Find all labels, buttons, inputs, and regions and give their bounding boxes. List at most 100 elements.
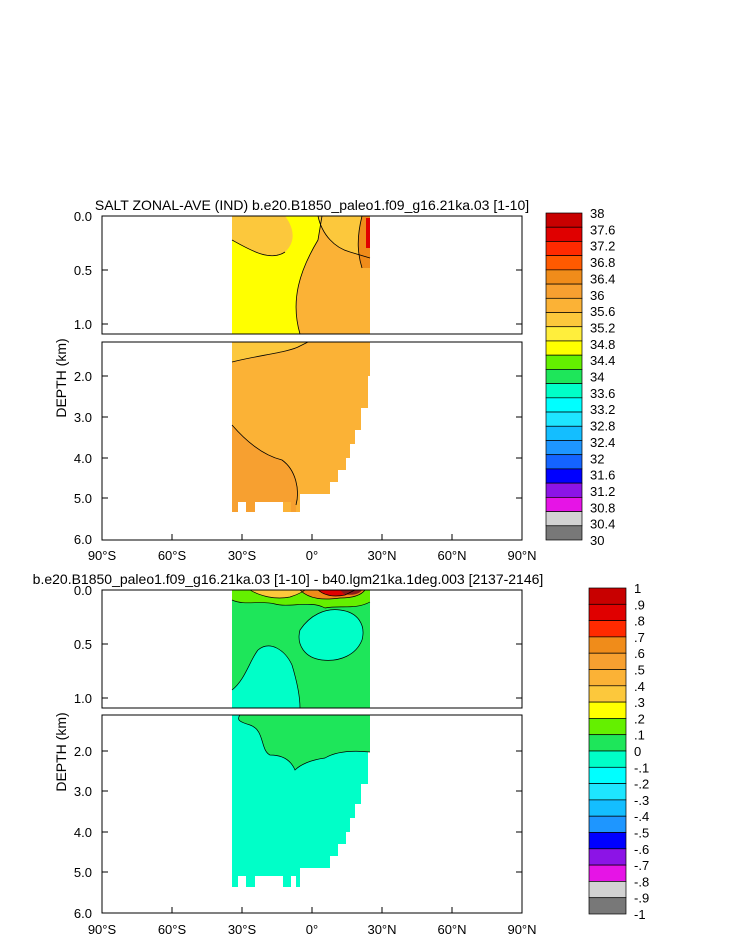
colorbar-label: 32 — [590, 451, 604, 466]
x-tick-label: 30°N — [367, 548, 396, 563]
colorbar-label: 34 — [590, 370, 604, 385]
colorbar-label: .8 — [634, 614, 645, 629]
colorbar-label: 38 — [590, 206, 604, 221]
colorbar-label: 31.2 — [590, 484, 615, 499]
colorbar-label: 30.4 — [590, 517, 615, 532]
colorbar-box — [545, 326, 583, 342]
x-tick-label: 30°N — [367, 922, 396, 937]
panel1-y-label: DEPTH (km) — [53, 338, 69, 417]
colorbar-label: 35.2 — [590, 320, 615, 335]
colorbar-box — [545, 468, 583, 484]
colorbar-box — [588, 864, 627, 882]
panel2-upper-field — [231, 589, 371, 709]
y-tick-label: 6.0 — [74, 532, 92, 547]
panel1-y-ticks: 0.0 0.5 1.0 2.0 3.0 4.0 5.0 6.0 — [74, 209, 92, 547]
colorbar-label: .4 — [634, 679, 645, 694]
panel1-colorbar: 3837.637.236.836.43635.635.234.834.43433… — [545, 206, 615, 548]
y-tick-label: 0.0 — [74, 209, 92, 224]
colorbar-label: 32.8 — [590, 419, 615, 434]
x-tick-label: 60°N — [437, 548, 466, 563]
colorbar-label: -1 — [634, 907, 646, 922]
y-tick-label: 4.0 — [74, 451, 92, 466]
colorbar-box — [588, 766, 627, 784]
colorbar-box — [588, 832, 627, 850]
colorbar-box — [545, 482, 583, 498]
colorbar-box — [545, 425, 583, 441]
colorbar-label: -.1 — [634, 760, 649, 775]
colorbar-box — [545, 226, 583, 242]
colorbar-label: 0 — [634, 744, 641, 759]
colorbar-label: -.9 — [634, 891, 649, 906]
colorbar-label: -.7 — [634, 858, 649, 873]
colorbar-box — [545, 383, 583, 399]
x-tick-label: 60°S — [158, 548, 187, 563]
x-tick-label: 90°N — [507, 922, 536, 937]
colorbar-box — [588, 848, 627, 866]
colorbar-box — [545, 312, 583, 328]
colorbar-box — [588, 815, 627, 833]
panel2-colorbar: 1.9.8.7.6.5.4.3.2.10-.1-.2-.3-.4-.5-.6-.… — [588, 581, 649, 922]
y-tick-label: 2.0 — [74, 744, 92, 759]
y-tick-label: 0.5 — [74, 637, 92, 652]
colorbar-box — [588, 783, 627, 801]
colorbar-box — [545, 297, 583, 313]
colorbar-label: -.5 — [634, 826, 649, 841]
colorbar-box — [545, 269, 583, 285]
x-tick-label: 30°S — [228, 548, 257, 563]
y-tick-label: 1.0 — [74, 317, 92, 332]
colorbar-label: .3 — [634, 695, 645, 710]
colorbar-box — [545, 255, 583, 271]
y-tick-label: 1.0 — [74, 691, 92, 706]
x-tick-label: 90°S — [88, 922, 117, 937]
panel1-upper-field — [231, 215, 371, 335]
difference-panel: b.e20.B1850_paleo1.f09_g16.21ka.03 [1-10… — [33, 571, 649, 937]
colorbar-box — [588, 685, 627, 703]
panel1-y-tickmarks — [102, 269, 522, 499]
colorbar-label: 30 — [590, 533, 604, 548]
colorbar-label: .7 — [634, 630, 645, 645]
colorbar-box — [588, 750, 627, 768]
panel1-lower-field — [231, 341, 370, 512]
colorbar-box — [545, 440, 583, 456]
colorbar-label: .1 — [634, 728, 645, 743]
colorbar-label: -.2 — [634, 777, 649, 792]
x-tick-label: 30°S — [228, 922, 257, 937]
colorbar-label: -.3 — [634, 793, 649, 808]
y-tick-label: 0.0 — [74, 583, 92, 598]
colorbar-box — [545, 397, 583, 413]
panel1-surface-max — [366, 218, 370, 248]
colorbar-box — [588, 652, 627, 670]
x-tick-label: 90°N — [507, 548, 536, 563]
x-tick-label: 0° — [306, 922, 318, 937]
colorbar-label: -.6 — [634, 842, 649, 857]
x-tick-label: 90°S — [88, 548, 117, 563]
y-tick-label: 5.0 — [74, 491, 92, 506]
colorbar-box — [588, 603, 627, 621]
colorbar-label: 1 — [634, 581, 641, 596]
salinity-panel: SALT ZONAL-AVE (IND) b.e20.B1850_paleo1.… — [53, 197, 615, 563]
colorbar-box — [545, 496, 583, 512]
colorbar-box — [545, 511, 583, 527]
colorbar-box — [545, 454, 583, 470]
panel2-lower-field — [232, 714, 371, 887]
x-tick-label: 60°S — [158, 922, 187, 937]
colorbar-box — [588, 881, 627, 899]
colorbar-label: 37.2 — [590, 239, 615, 254]
y-tick-label: 3.0 — [74, 784, 92, 799]
colorbar-label: 32.4 — [590, 435, 615, 450]
colorbar-label: 31.6 — [590, 468, 615, 483]
colorbar-label: -.8 — [634, 874, 649, 889]
colorbar-label: 33.6 — [590, 386, 615, 401]
colorbar-box — [588, 799, 627, 817]
panel2-y-tickmarks — [102, 643, 522, 873]
panel1-x-ticks: 90°S 60°S 30°S 0° 30°N 60°N 90°N — [88, 548, 537, 563]
x-tick-label: 60°N — [437, 922, 466, 937]
colorbar-label: 34.8 — [590, 337, 615, 352]
y-tick-label: 4.0 — [74, 825, 92, 840]
y-tick-label: 2.0 — [74, 369, 92, 384]
colorbar-label: .6 — [634, 646, 645, 661]
colorbar-box — [588, 701, 627, 719]
colorbar-box — [588, 636, 627, 654]
y-tick-label: 0.5 — [74, 263, 92, 278]
colorbar-box — [545, 354, 583, 370]
